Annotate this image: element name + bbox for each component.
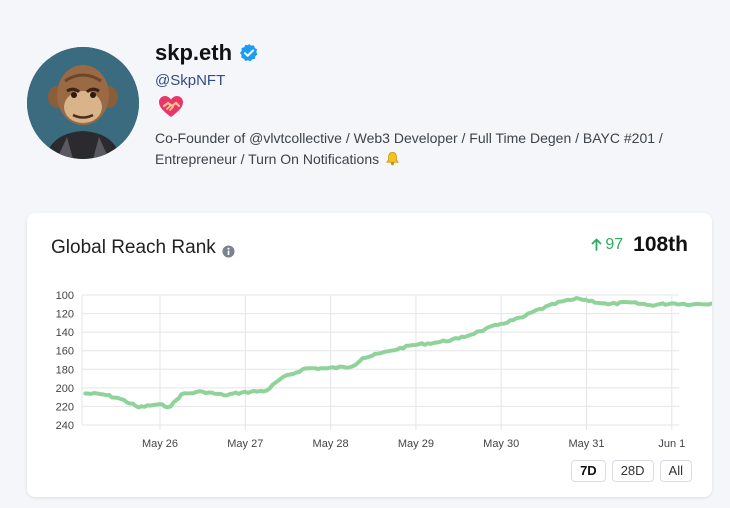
arrow-up-icon bbox=[591, 238, 602, 251]
ape-avatar-icon bbox=[27, 47, 139, 159]
rank-data-point bbox=[410, 343, 414, 347]
rank-data-point bbox=[279, 377, 283, 381]
profile-name-row: skp.eth bbox=[155, 40, 259, 66]
x-tick-label: Jun 1 bbox=[658, 438, 685, 450]
x-tick-label: May 28 bbox=[313, 438, 349, 450]
rank-data-point bbox=[606, 302, 610, 306]
rank-line-chart: 100 120 140 160 180 200 220 240 May 26 May 27 May … bbox=[56, 290, 712, 450]
rank-data-point bbox=[521, 315, 525, 319]
rank-data-point bbox=[670, 301, 674, 305]
verified-badge-icon bbox=[239, 43, 259, 63]
profile-bio: Co-Founder of @vlvtcollective / Web3 Dev… bbox=[155, 128, 695, 172]
y-tick-label: 160 bbox=[56, 346, 74, 358]
rank-data-point bbox=[627, 300, 631, 304]
x-tick-label: May 29 bbox=[398, 438, 434, 450]
rank-change-value: 97 bbox=[605, 235, 624, 253]
range-all-button[interactable]: All bbox=[659, 460, 692, 482]
x-tick-label: May 27 bbox=[227, 438, 263, 450]
card-title-text: Global Reach Rank bbox=[51, 237, 216, 258]
info-icon[interactable] bbox=[222, 242, 235, 258]
rank-data-point bbox=[325, 366, 329, 370]
profile-bio-text: Co-Founder of @vlvtcollective / Web3 Dev… bbox=[155, 130, 663, 167]
y-tick-label: 200 bbox=[56, 383, 74, 395]
profile-handle[interactable]: @SkpNFT bbox=[155, 72, 226, 89]
range-selector: 7D 28D All bbox=[571, 460, 692, 482]
rank-data-point bbox=[137, 405, 141, 409]
rank-data-point bbox=[361, 356, 365, 360]
y-tick-label: 180 bbox=[56, 364, 74, 376]
profile-header: skp.eth @SkpNFT Co-Founder of @vlvtcolle… bbox=[0, 0, 730, 200]
y-tick-label: 140 bbox=[56, 327, 74, 339]
rank-summary: 97 108th bbox=[591, 233, 688, 257]
rank-data-point bbox=[531, 310, 535, 314]
x-tick-label: May 31 bbox=[568, 438, 604, 450]
global-reach-rank-card: Global Reach Rank 97 108th 100 120 140 160 1… bbox=[27, 213, 712, 497]
y-tick-label: 120 bbox=[56, 309, 74, 321]
rank-data-point bbox=[478, 329, 482, 333]
rank-data-point bbox=[201, 390, 205, 394]
rank-data-point bbox=[154, 403, 158, 407]
rank-value: 108th bbox=[633, 233, 688, 256]
x-tick-label: May 30 bbox=[483, 438, 519, 450]
rank-data-point bbox=[240, 391, 244, 395]
heart-handshake-icon bbox=[158, 95, 184, 119]
rank-data-point bbox=[119, 397, 123, 401]
card-title: Global Reach Rank bbox=[51, 237, 235, 259]
avatar bbox=[27, 47, 139, 159]
rank-data-point bbox=[691, 302, 695, 306]
rank-data-point bbox=[350, 365, 354, 369]
y-tick-label: 100 bbox=[56, 290, 74, 302]
rank-data-point bbox=[222, 393, 226, 397]
bell-icon bbox=[385, 151, 400, 172]
y-tick-label: 240 bbox=[56, 420, 74, 432]
rank-series-line bbox=[83, 296, 712, 410]
rank-data-point bbox=[265, 389, 269, 393]
y-tick-label: 220 bbox=[56, 401, 74, 413]
x-tick-label: May 26 bbox=[142, 438, 178, 450]
rank-data-point bbox=[304, 366, 308, 370]
rank-data-point bbox=[499, 322, 503, 326]
rank-data-point bbox=[435, 340, 439, 344]
rank-data-point bbox=[179, 392, 183, 396]
rank-data-point bbox=[577, 297, 581, 301]
rank-data-point bbox=[648, 303, 652, 307]
rank-data-point bbox=[389, 349, 393, 353]
rank-data-point bbox=[169, 404, 173, 408]
rank-data-point bbox=[101, 392, 105, 396]
rank-change: 97 bbox=[591, 236, 623, 254]
rank-data-point bbox=[83, 391, 87, 395]
profile-name: skp.eth bbox=[155, 40, 233, 65]
range-7d-button[interactable]: 7D bbox=[571, 460, 606, 482]
rank-data-point bbox=[560, 300, 564, 304]
range-28d-button[interactable]: 28D bbox=[611, 460, 654, 482]
rank-data-point bbox=[457, 337, 461, 341]
